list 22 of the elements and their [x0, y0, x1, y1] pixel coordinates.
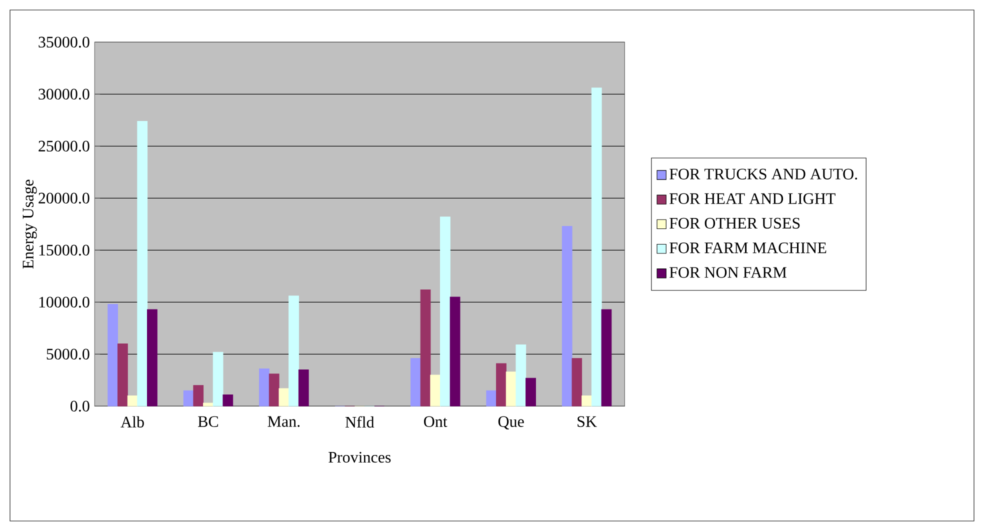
legend-label: FOR TRUCKS AND AUTO. [670, 168, 858, 180]
x-tick-label: Man. [268, 416, 300, 427]
y-tick-label: 35000.0 [38, 36, 90, 48]
legend-label: FOR HEAT AND LIGHT [670, 193, 836, 204]
legend-label: FOR FARM MACHINE [670, 242, 826, 254]
y-tick-label: 15000.0 [39, 244, 90, 256]
x-tick-label: Nfld [345, 416, 374, 428]
x-tick-label: Ont [424, 416, 448, 427]
x-tick-label: Que [498, 416, 524, 430]
y-tick-label: 25000.0 [38, 140, 90, 152]
legend-label: FOR OTHER USES [670, 218, 800, 229]
y-tick-label: 20000.0 [38, 192, 90, 204]
y-tick-label: 5000.0 [46, 348, 90, 360]
x-tick-label: BC [198, 416, 218, 427]
y-tick-label: 30000.0 [38, 88, 90, 100]
y-tick-label: 0.0 [70, 400, 90, 412]
x-tick-label: Alb [120, 416, 144, 428]
x-tick-label: SK [578, 416, 597, 427]
x-axis-title: Provinces [328, 452, 391, 463]
y-axis-title: Energy Usage [22, 180, 37, 269]
y-tick-label: 10000.0 [39, 296, 90, 308]
legend-label: FOR NON FARM [670, 267, 787, 278]
